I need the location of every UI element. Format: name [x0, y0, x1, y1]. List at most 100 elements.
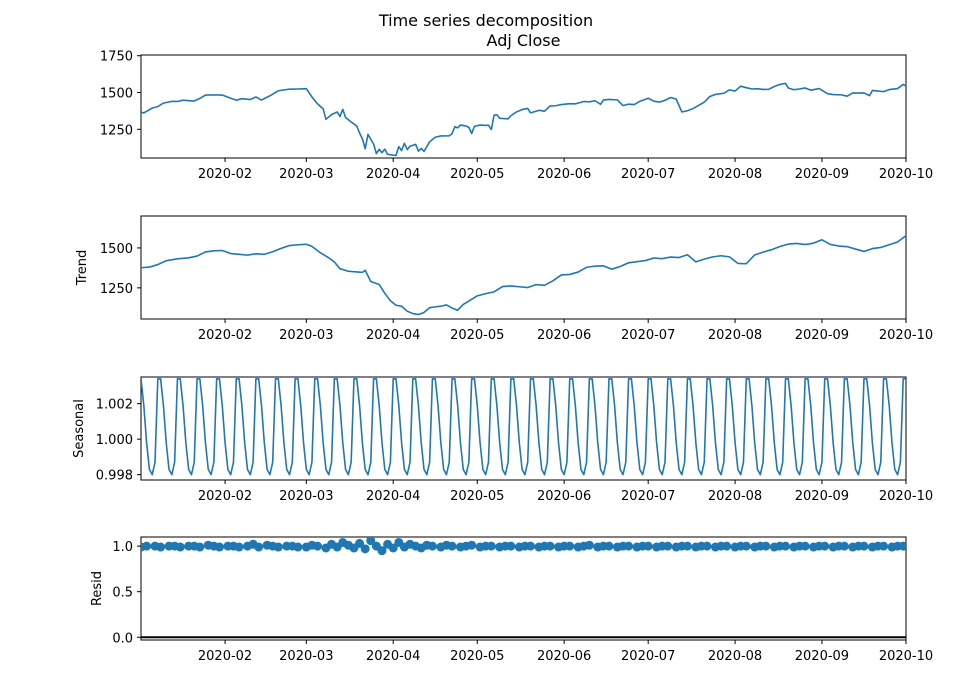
y-tick-label: 0.0 — [112, 631, 133, 646]
resid-point — [545, 541, 555, 551]
resid-point — [486, 541, 496, 551]
resid-point — [879, 541, 889, 551]
resid-point — [313, 541, 323, 551]
resid-point — [604, 541, 614, 551]
x-tick-label: 2020-06 — [537, 649, 591, 664]
resid-point — [447, 541, 457, 551]
resid-point — [366, 537, 376, 546]
x-tick-label: 2020-02 — [198, 489, 252, 504]
x-tick-label: 2020-06 — [537, 328, 591, 343]
resid-point — [388, 543, 398, 553]
x-tick-label: 2020-08 — [708, 649, 762, 664]
seasonal-line — [141, 377, 906, 476]
x-tick-label: 2020-04 — [366, 167, 420, 182]
resid-point — [624, 541, 634, 551]
resid-point — [682, 541, 692, 551]
resid-point — [898, 541, 906, 551]
resid-point — [360, 544, 370, 554]
resid-point — [214, 542, 224, 552]
resid-point — [839, 541, 849, 551]
x-tick-label: 2020-02 — [198, 328, 252, 343]
x-tick-label: 2020-08 — [708, 489, 762, 504]
resid-point — [254, 542, 264, 552]
x-tick-label: 2020-06 — [537, 167, 591, 182]
resid-point — [175, 542, 185, 552]
resid-point — [427, 541, 437, 551]
axes-frame — [140, 536, 907, 641]
x-tick-label: 2020-10 — [879, 649, 933, 664]
seasonal-panel: 2020-02 2020-03 2020-04 2020-05 2020-06 2020-… — [72, 376, 933, 504]
resid-point — [781, 541, 791, 551]
resid-point — [702, 541, 712, 551]
axes-frame — [140, 215, 907, 320]
series-line — [141, 82, 906, 157]
x-tick-label: 2020-07 — [621, 649, 675, 664]
axes-frame — [140, 376, 907, 481]
y-axis-label: Trend — [75, 250, 90, 287]
resid-point — [741, 541, 751, 551]
resid-point — [506, 541, 516, 551]
x-tick-label: 2020-10 — [879, 167, 933, 182]
resid-point — [722, 541, 732, 551]
x-tick-label: 2020-10 — [879, 489, 933, 504]
resid-point — [663, 541, 673, 551]
panel-title: Adj Close — [487, 31, 561, 50]
resid-point — [273, 542, 283, 552]
y-tick-label: 1750 — [100, 50, 133, 65]
axes-frame — [140, 54, 907, 159]
x-tick-label: 2020-09 — [795, 489, 849, 504]
y-axis-label: Seasonal — [72, 399, 87, 458]
x-tick-label: 2020-06 — [537, 489, 591, 504]
resid-point — [859, 541, 869, 551]
x-tick-label: 2020-05 — [450, 328, 504, 343]
x-tick-label: 2020-03 — [279, 489, 333, 504]
resid-panel: 2020-02 2020-03 2020-04 2020-05 2020-06 2020-… — [90, 536, 933, 664]
x-tick-label: 2020-08 — [708, 328, 762, 343]
resid-point — [761, 541, 771, 551]
resid-point — [377, 546, 387, 556]
resid-point — [643, 541, 653, 551]
x-tick-label: 2020-05 — [450, 649, 504, 664]
y-tick-label: 1250 — [100, 123, 133, 138]
y-tick-label: 1500 — [100, 242, 133, 257]
resid-point — [800, 541, 810, 551]
y-tick-label: 1250 — [100, 282, 133, 297]
plot-area — [141, 537, 906, 639]
trend-panel: 2020-02 2020-03 2020-04 2020-05 2020-06 2020-… — [75, 215, 933, 343]
resid-point — [584, 540, 594, 550]
x-tick-label: 2020-03 — [279, 649, 333, 664]
resid-point — [156, 542, 166, 552]
y-tick-label: 1500 — [100, 87, 133, 102]
x-tick-label: 2020-03 — [279, 167, 333, 182]
resid-point — [195, 542, 205, 552]
x-tick-label: 2020-03 — [279, 328, 333, 343]
y-tick-label: 1.000 — [96, 433, 133, 448]
resid-point — [142, 541, 152, 551]
x-tick-label: 2020-07 — [621, 328, 675, 343]
resid-point — [565, 541, 575, 551]
plot-area — [141, 82, 906, 157]
plot-area — [141, 377, 906, 476]
x-tick-label: 2020-09 — [795, 649, 849, 664]
x-tick-label: 2020-05 — [450, 167, 504, 182]
x-tick-label: 2020-08 — [708, 167, 762, 182]
x-tick-label: 2020-09 — [795, 328, 849, 343]
x-tick-label: 2020-07 — [621, 489, 675, 504]
x-tick-label: 2020-02 — [198, 167, 252, 182]
x-tick-label: 2020-04 — [366, 328, 420, 343]
resid-point — [467, 540, 477, 550]
series-line — [141, 234, 906, 316]
y-tick-label: 1.0 — [112, 540, 133, 555]
plot-area — [141, 234, 906, 316]
resid-point — [234, 542, 244, 552]
x-tick-label: 2020-07 — [621, 167, 675, 182]
y-axis-label: Resid — [90, 571, 105, 606]
x-tick-label: 2020-05 — [450, 489, 504, 504]
x-tick-label: 2020-02 — [198, 649, 252, 664]
y-tick-label: 0.998 — [96, 469, 133, 484]
resid-point — [355, 538, 365, 548]
figure-suptitle: Time series decomposition — [378, 11, 594, 30]
y-tick-label: 0.5 — [112, 586, 133, 601]
adj-close-panel: 2020-02 2020-03 2020-04 2020-05 2020-06 2020-… — [100, 31, 933, 182]
